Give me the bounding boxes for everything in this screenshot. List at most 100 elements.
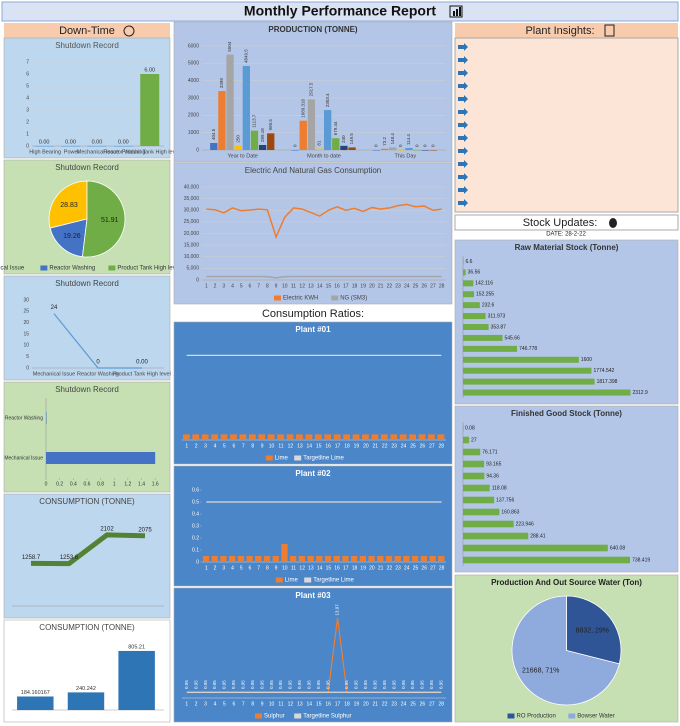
y-tick-label: 4000	[188, 78, 199, 84]
x-tick-label: 8	[251, 443, 254, 449]
bullet-arrow	[458, 160, 468, 168]
data-label: 6.6	[465, 259, 472, 265]
x-tick-label: Reactor Washing	[103, 149, 145, 155]
y-tick-label: 15,000	[184, 242, 200, 248]
data-label: 240	[341, 135, 346, 143]
bar	[340, 145, 348, 150]
x-tick-label: 9	[275, 565, 278, 571]
y-tick-label: 20,000	[184, 231, 200, 237]
chart-panel	[173, 465, 453, 587]
legend-swatch	[108, 265, 116, 271]
bar	[394, 556, 401, 562]
data-label: 27	[471, 437, 477, 443]
x-tick-label: 14	[317, 565, 323, 571]
series-line	[53, 313, 142, 369]
x-tick-label: 6	[249, 283, 252, 289]
bar	[316, 556, 323, 562]
x-tick-label: 14	[307, 443, 313, 449]
bar	[211, 556, 218, 562]
section-title: Plant Insights:	[525, 25, 594, 37]
legend-label: Lime	[275, 456, 289, 462]
legend-swatch	[255, 713, 262, 719]
y-tick-label: 5	[26, 83, 29, 89]
data-label: 0	[422, 144, 427, 147]
data-label: 13.97	[335, 604, 340, 616]
x-tick-label: 21	[378, 283, 384, 289]
data-label: 640.08	[610, 545, 626, 551]
bar	[463, 356, 579, 363]
x-tick-label: 0.4	[70, 481, 77, 487]
x-tick-label: 0.2	[56, 481, 63, 487]
data-label: 0.00	[92, 139, 103, 145]
bullet-arrow	[458, 121, 468, 129]
y-tick-label: Mechanical Issue	[4, 455, 43, 461]
x-tick-label: Mechanical Issue	[33, 371, 76, 377]
data-label: 805.21	[128, 644, 145, 650]
db-icon	[609, 218, 617, 228]
y-tick-label: 0	[196, 559, 199, 565]
bar	[348, 147, 356, 150]
x-tick-label: 18	[344, 443, 350, 449]
data-label: 28.83	[60, 202, 78, 209]
y-tick-label: 40,000	[184, 184, 200, 190]
legend-label: Sulphur	[264, 714, 285, 720]
chart-title: PRODUCTION (TONNE)	[268, 25, 358, 34]
bar	[333, 556, 340, 562]
x-tick-label: 0	[45, 481, 48, 487]
series-line	[206, 275, 442, 279]
x-tick-label: 11	[291, 283, 296, 289]
chart-title: Finished Good Stock (Tonne)	[511, 409, 622, 418]
data-label: 0.95	[222, 680, 227, 689]
x-tick-label: 1	[185, 701, 188, 707]
bar	[267, 434, 275, 440]
bar	[389, 147, 397, 150]
x-tick-label: Product Tank High level	[113, 371, 171, 377]
bar	[140, 74, 160, 146]
x-tick-label: 1.6	[152, 481, 159, 487]
section-header	[4, 23, 170, 38]
data-label: 223.946	[516, 521, 534, 527]
y-tick-label: 30,000	[184, 208, 200, 214]
chart-panel	[173, 321, 453, 465]
y-tick-label: 5	[26, 354, 29, 360]
y-tick-label: 2000	[188, 113, 199, 119]
section-header	[455, 23, 678, 38]
data-label: 5504	[227, 41, 232, 52]
y-tick-label: 15	[23, 331, 29, 337]
chart-title: Shutdown Record	[55, 163, 119, 172]
x-tick-label: 11	[291, 565, 296, 571]
y-tick-label: 0	[26, 365, 29, 371]
x-tick-label: 26	[421, 283, 427, 289]
x-tick-label: 4	[231, 565, 234, 571]
x-tick-label: 3	[204, 701, 207, 707]
bar	[291, 150, 299, 151]
y-tick-label: 0.6	[192, 487, 199, 493]
bar	[234, 145, 242, 150]
data-label: 960.5	[268, 119, 273, 131]
bar	[333, 434, 341, 440]
title-icon	[449, 5, 463, 18]
data-label: 118.08	[492, 485, 507, 491]
y-tick-label: 1	[26, 131, 29, 137]
legend-swatch	[331, 295, 339, 301]
data-label: 184.160167	[21, 690, 50, 696]
legend-swatch	[265, 455, 273, 461]
data-label: 2312.9	[632, 390, 648, 396]
data-label: 0	[398, 144, 403, 147]
x-tick-label: 20	[363, 443, 369, 449]
bar	[463, 496, 495, 504]
x-tick-label: 28	[439, 443, 445, 449]
bullet-arrow	[458, 108, 468, 116]
data-label: 288.41	[530, 533, 546, 539]
bar	[324, 110, 332, 150]
x-tick-label: 2	[214, 565, 217, 571]
y-tick-label: 1000	[188, 130, 199, 136]
data-label: 2303.4	[325, 93, 330, 107]
page-title: Monthly Performance Report	[244, 3, 436, 19]
bar	[421, 150, 429, 151]
bar	[218, 91, 226, 150]
bullet-arrow	[458, 199, 468, 207]
x-tick-label: 13	[297, 701, 303, 707]
bar	[463, 389, 631, 396]
